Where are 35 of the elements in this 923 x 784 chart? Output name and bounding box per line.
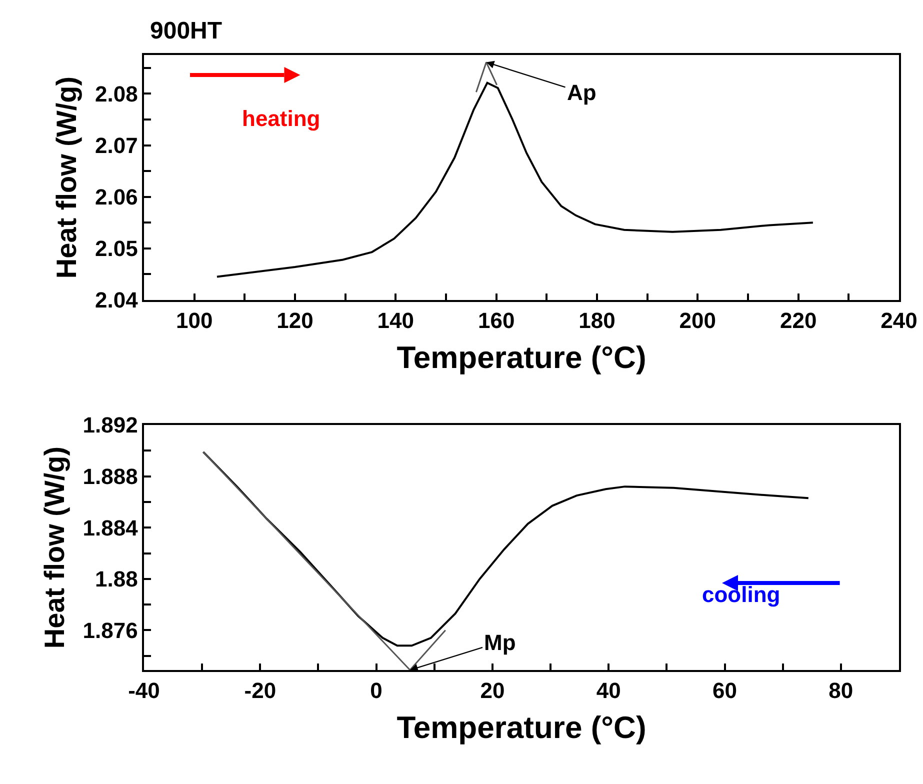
y-tick-label: 2.06 bbox=[95, 184, 138, 210]
x-tick-label: -20 bbox=[244, 678, 276, 704]
y-tick-label: 2.05 bbox=[95, 236, 138, 262]
chart-title: 900HT bbox=[150, 17, 222, 44]
annotation: Mp bbox=[484, 630, 516, 655]
annotation: Ap bbox=[567, 80, 596, 105]
y-axis-title: Heat flow (W/g) bbox=[38, 446, 70, 649]
x-tick-label: 120 bbox=[276, 308, 314, 334]
x-tick-label: -40 bbox=[128, 678, 160, 704]
line-series bbox=[216, 82, 814, 278]
annotation: heating bbox=[242, 106, 320, 131]
x-tick-label: 20 bbox=[480, 678, 505, 704]
annotation: cooling bbox=[702, 582, 780, 607]
y-tick-label: 1.892 bbox=[82, 412, 138, 438]
y-tick-label: 1.884 bbox=[82, 515, 139, 540]
x-tick-label: 80 bbox=[828, 678, 854, 704]
x-tick-label: 140 bbox=[377, 308, 414, 334]
x-tick-label: 240 bbox=[880, 308, 918, 334]
y-tick-label: 1.88 bbox=[95, 566, 138, 592]
x-tick-label: 100 bbox=[176, 308, 213, 334]
x-axis-title: Temperature (°C) bbox=[396, 710, 646, 745]
x-tick-label: 60 bbox=[712, 678, 738, 704]
x-tick-label: 200 bbox=[679, 308, 716, 334]
x-tick-label: 220 bbox=[780, 308, 817, 334]
x-tick-label: 40 bbox=[596, 678, 621, 704]
y-tick-label: 1.888 bbox=[82, 464, 138, 490]
y-tick-label: 2.07 bbox=[95, 132, 138, 158]
y-tick-label: 2.04 bbox=[95, 288, 139, 313]
y-axis-title: Heat flow (W/g) bbox=[51, 76, 82, 279]
x-tick-label: 160 bbox=[478, 308, 515, 334]
y-tick-label: 2.08 bbox=[95, 81, 138, 106]
x-tick-label: 180 bbox=[578, 308, 616, 334]
x-tick-label: 0 bbox=[370, 678, 382, 704]
y-tick-label: 1.876 bbox=[82, 618, 138, 643]
x-axis-title: Temperature (°C) bbox=[396, 340, 646, 375]
